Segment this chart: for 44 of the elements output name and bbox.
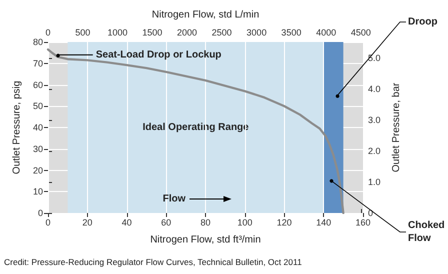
- x2-tick-label: 1500: [142, 28, 162, 38]
- y2-tick-label: 3.0: [368, 115, 381, 125]
- x2-tick-label: 4000: [316, 28, 336, 38]
- text: Credit: Pressure-Reducing Regulator Flow Curves, Technical Bulletin, Oct 2011: [4, 257, 302, 267]
- x-tick-label: 160: [355, 218, 371, 228]
- y2-axis-title: Outlet Pressure, bar: [390, 82, 402, 172]
- y2-tick-label: 5.0: [368, 52, 381, 63]
- x2-axis-title: Nitrogen Flow, std L/min: [152, 10, 260, 20]
- x2-tick-label: 2000: [177, 28, 198, 38]
- x2-tick-label: 3500: [281, 28, 302, 38]
- y-tick-label: 50: [32, 101, 43, 112]
- x2-tick-label: 2500: [212, 28, 232, 38]
- y2-tick-label: 4.0: [368, 84, 381, 94]
- x2-tick-label: 0: [45, 28, 51, 38]
- x-tick-label: 80: [200, 218, 211, 228]
- y-tick-label: 80: [32, 37, 43, 47]
- y-tick-label: 70: [32, 58, 43, 68]
- annotation: Choked Flow: [408, 220, 445, 244]
- line-series: [46, 48, 344, 214]
- y-tick-label: 0: [38, 208, 43, 218]
- x-tick-label: 20: [82, 218, 92, 228]
- annotation: Seat-Load Drop or Lockup: [96, 49, 222, 60]
- y-tick-label: 20: [32, 165, 43, 176]
- x-tick-label: 40: [122, 218, 132, 228]
- y2-tick-label: 2.0: [368, 146, 381, 156]
- y-tick-label: 30: [32, 144, 43, 154]
- annotation: Flow: [162, 194, 186, 204]
- y-tick-label: 10: [32, 186, 43, 197]
- x-tick-label: 120: [276, 218, 292, 228]
- x2-tick-label: 1000: [108, 28, 128, 38]
- x-axis-title: Nitrogen Flow, std ft³/min: [150, 234, 261, 246]
- y-axis-title: Outlet Pressure, psig: [12, 80, 22, 174]
- annotation: Droop: [408, 16, 438, 28]
- y2-tick-label: 1.0: [368, 177, 381, 187]
- x-tick-label: 100: [237, 218, 252, 228]
- y-tick-label: 60: [32, 80, 43, 90]
- x2-tick-label: 4500: [350, 28, 371, 38]
- x-tick-label: 140: [316, 218, 332, 228]
- x-tick-label: 0: [45, 218, 51, 228]
- y-tick-label: 40: [32, 122, 43, 132]
- x2-tick-label: 500: [75, 28, 90, 38]
- x-tick-label: 60: [161, 218, 172, 228]
- band-label: Ideal Operating Range: [142, 122, 250, 133]
- x2-tick-label: 3000: [246, 28, 267, 38]
